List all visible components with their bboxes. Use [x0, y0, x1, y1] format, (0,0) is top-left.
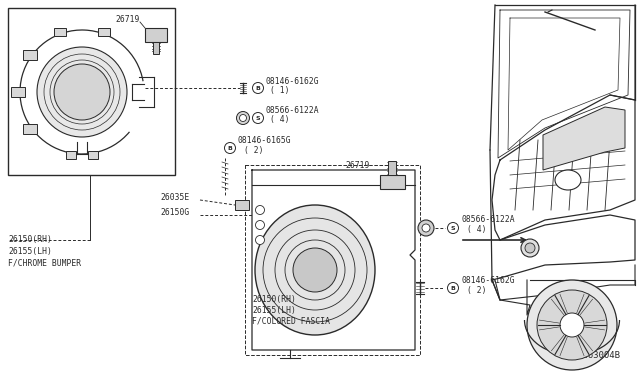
Text: 26155(LH): 26155(LH) — [252, 306, 296, 315]
Circle shape — [447, 222, 458, 234]
Text: R263004B: R263004B — [577, 351, 620, 360]
Text: 26150(RH): 26150(RH) — [252, 295, 296, 304]
Text: 26155(LH): 26155(LH) — [8, 247, 52, 256]
Circle shape — [527, 280, 617, 370]
Bar — [380, 175, 405, 189]
Circle shape — [447, 282, 458, 294]
Text: S: S — [451, 225, 455, 231]
Circle shape — [537, 290, 607, 360]
Text: ( 2): ( 2) — [467, 286, 486, 295]
Text: F/CHROME BUMPER: F/CHROME BUMPER — [8, 259, 81, 268]
Text: 26719: 26719 — [345, 161, 369, 170]
Bar — [22, 124, 36, 134]
Circle shape — [253, 112, 264, 124]
Bar — [388, 161, 396, 175]
Bar — [22, 50, 36, 60]
Text: B: B — [451, 285, 456, 291]
Circle shape — [293, 248, 337, 292]
Text: 08146-6162G: 08146-6162G — [266, 77, 319, 86]
Ellipse shape — [555, 170, 581, 190]
Bar — [54, 28, 66, 36]
Text: B: B — [255, 86, 260, 90]
Circle shape — [255, 221, 264, 230]
Circle shape — [54, 64, 110, 120]
Circle shape — [560, 313, 584, 337]
Polygon shape — [543, 107, 625, 170]
Text: 08566-6122A: 08566-6122A — [266, 106, 319, 115]
Text: F/COLORED FASCIA: F/COLORED FASCIA — [252, 317, 330, 326]
Ellipse shape — [255, 205, 375, 335]
Circle shape — [237, 112, 250, 125]
Circle shape — [521, 239, 539, 257]
Bar — [11, 87, 25, 97]
Circle shape — [255, 205, 264, 215]
Text: 26150(RH): 26150(RH) — [8, 235, 52, 244]
Bar — [245, 165, 420, 355]
Text: ( 1): ( 1) — [270, 86, 289, 95]
Circle shape — [255, 235, 264, 244]
Bar — [235, 200, 249, 210]
Circle shape — [225, 142, 236, 154]
Circle shape — [37, 47, 127, 137]
Text: 08566-6122A: 08566-6122A — [461, 215, 515, 224]
Text: 26719: 26719 — [115, 15, 140, 24]
Bar — [153, 42, 159, 54]
Text: B: B — [228, 145, 232, 151]
Circle shape — [422, 224, 430, 232]
Text: 26150G: 26150G — [160, 208, 189, 217]
Circle shape — [525, 243, 535, 253]
Text: ( 4): ( 4) — [270, 115, 289, 124]
Bar — [98, 28, 110, 36]
Bar — [8, 8, 175, 175]
Text: 08146-6162G: 08146-6162G — [461, 276, 515, 285]
Text: S: S — [256, 115, 260, 121]
Circle shape — [253, 83, 264, 93]
Bar — [88, 151, 98, 159]
Text: ( 4): ( 4) — [467, 225, 486, 234]
Bar — [145, 28, 167, 42]
Text: 08146-6165G: 08146-6165G — [238, 136, 292, 145]
Circle shape — [418, 220, 434, 236]
Circle shape — [239, 115, 246, 122]
Text: ( 2): ( 2) — [244, 146, 264, 155]
Bar — [66, 151, 76, 159]
Text: 26035E: 26035E — [160, 193, 189, 202]
